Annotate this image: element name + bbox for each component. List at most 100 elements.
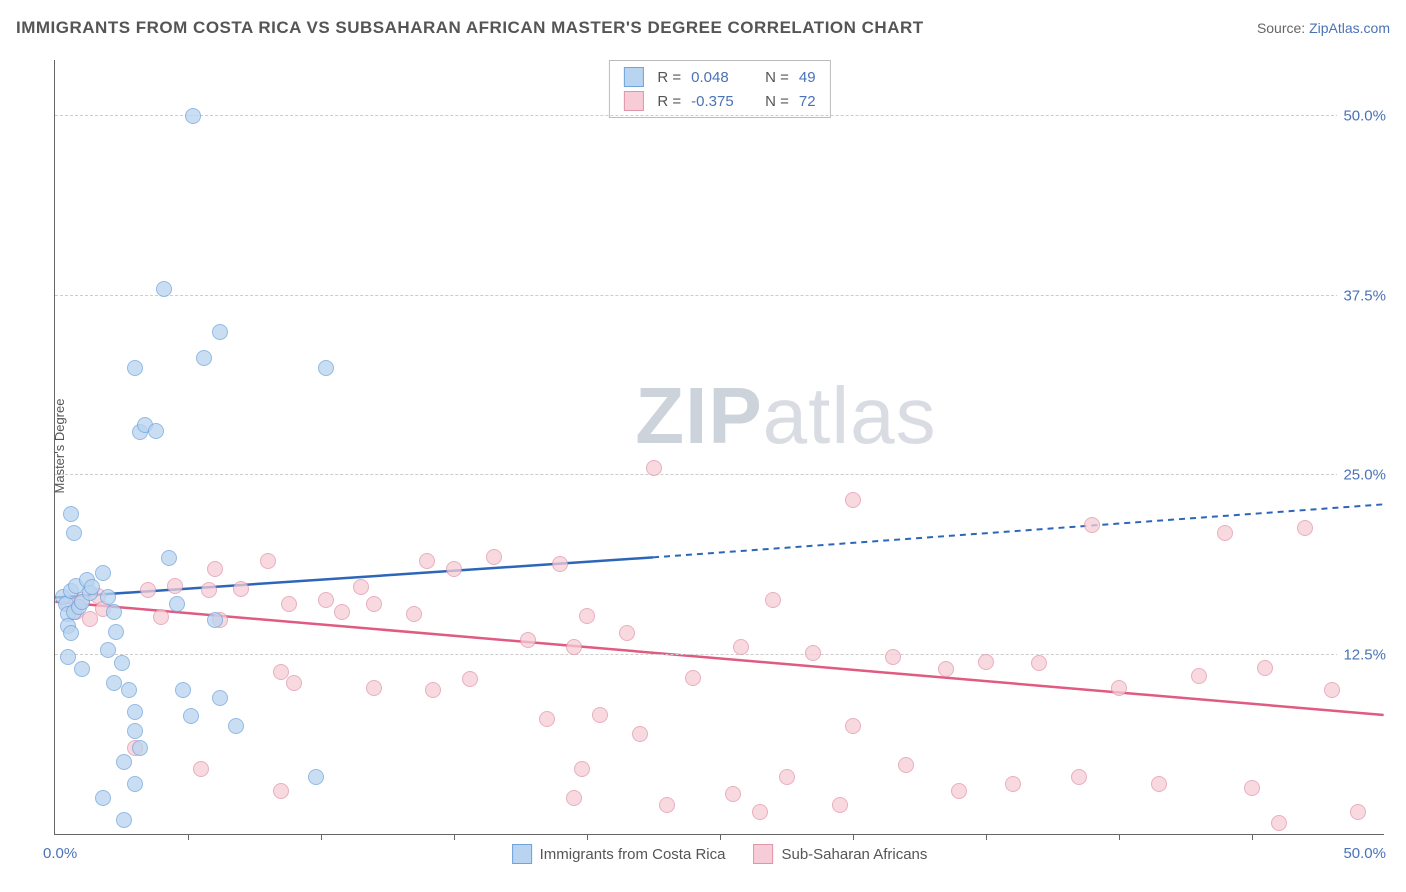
data-point (153, 609, 169, 625)
source-link[interactable]: ZipAtlas.com (1309, 20, 1390, 36)
data-point (127, 723, 143, 739)
r-value: 0.048 (691, 69, 747, 86)
data-point (765, 592, 781, 608)
legend-label: Sub-Saharan Africans (781, 846, 927, 863)
data-point (201, 582, 217, 598)
x-tick (188, 834, 189, 840)
legend-swatch (623, 67, 643, 87)
data-point (318, 592, 334, 608)
data-point (132, 740, 148, 756)
x-axis-max-label: 50.0% (1343, 845, 1386, 862)
data-point (574, 761, 590, 777)
source-label: Source: (1257, 20, 1305, 36)
gridline (55, 115, 1384, 116)
data-point (462, 671, 478, 687)
data-point (273, 664, 289, 680)
x-tick (720, 834, 721, 840)
data-point (779, 769, 795, 785)
data-point (281, 596, 297, 612)
legend-swatch (512, 844, 532, 864)
data-point (63, 625, 79, 641)
data-point (1031, 655, 1047, 671)
data-point (885, 649, 901, 665)
data-point (646, 460, 662, 476)
series-legend: Immigrants from Costa RicaSub-Saharan Af… (512, 844, 928, 864)
data-point (156, 281, 172, 297)
y-tick-label: 37.5% (1337, 287, 1386, 304)
data-point (183, 708, 199, 724)
data-point (273, 783, 289, 799)
gridline (55, 654, 1384, 655)
legend-swatch (623, 91, 643, 111)
data-point (978, 654, 994, 670)
data-point (140, 582, 156, 598)
x-tick (1252, 834, 1253, 840)
data-point (725, 786, 741, 802)
stats-legend-box: R =0.048N =49R =-0.375N =72 (608, 60, 830, 118)
data-point (116, 812, 132, 828)
data-point (60, 649, 76, 665)
stats-legend-row: R = 0.048 N = 49 (623, 65, 815, 89)
data-point (619, 625, 635, 641)
data-point (425, 682, 441, 698)
n-label: N = (765, 69, 789, 86)
data-point (832, 797, 848, 813)
data-point (84, 579, 100, 595)
data-point (592, 707, 608, 723)
data-point (733, 639, 749, 655)
data-point (632, 726, 648, 742)
data-point (1271, 815, 1287, 831)
data-point (1350, 804, 1366, 820)
data-point (167, 578, 183, 594)
x-tick (853, 834, 854, 840)
data-point (127, 360, 143, 376)
data-point (95, 790, 111, 806)
data-point (207, 612, 223, 628)
r-label: R = (657, 93, 681, 110)
data-point (148, 423, 164, 439)
data-point (63, 506, 79, 522)
gridline (55, 295, 1384, 296)
watermark: ZIPatlas (635, 370, 936, 462)
gridline (55, 474, 1384, 475)
data-point (1217, 525, 1233, 541)
x-tick (1119, 834, 1120, 840)
data-point (207, 561, 223, 577)
data-point (1244, 780, 1260, 796)
r-value: -0.375 (691, 93, 747, 110)
data-point (1257, 660, 1273, 676)
x-tick (986, 834, 987, 840)
data-point (1071, 769, 1087, 785)
y-tick-label: 25.0% (1337, 467, 1386, 484)
data-point (66, 525, 82, 541)
data-point (169, 596, 185, 612)
data-point (366, 680, 382, 696)
data-point (106, 604, 122, 620)
data-point (212, 324, 228, 340)
data-point (446, 561, 462, 577)
trend-lines (55, 60, 1384, 834)
n-label: N = (765, 93, 789, 110)
n-value: 49 (799, 69, 816, 86)
data-point (308, 769, 324, 785)
data-point (175, 682, 191, 698)
x-tick (587, 834, 588, 840)
data-point (566, 639, 582, 655)
r-label: R = (657, 69, 681, 86)
data-point (196, 350, 212, 366)
legend-swatch (753, 844, 773, 864)
data-point (161, 550, 177, 566)
chart-plot-area: ZIPatlas R =0.048N =49R =-0.375N =72 0.0… (54, 60, 1384, 835)
data-point (114, 655, 130, 671)
watermark-light: atlas (763, 371, 937, 460)
data-point (419, 553, 435, 569)
data-point (520, 632, 536, 648)
data-point (1297, 520, 1313, 536)
data-point (1111, 680, 1127, 696)
data-point (1005, 776, 1021, 792)
data-point (845, 718, 861, 734)
data-point (1084, 517, 1100, 533)
y-tick-label: 50.0% (1337, 108, 1386, 125)
data-point (938, 661, 954, 677)
legend-item: Sub-Saharan Africans (753, 844, 927, 864)
